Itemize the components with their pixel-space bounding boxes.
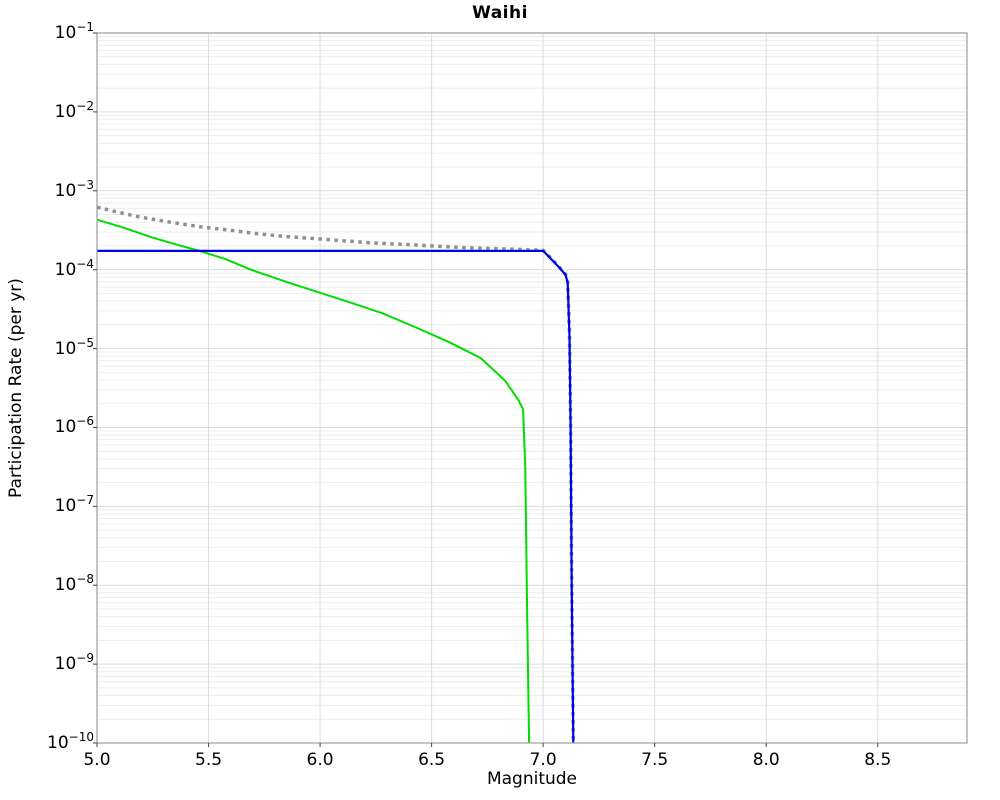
y-tick-label: 10−2 [54, 98, 94, 122]
y-tick-label: 10−5 [54, 335, 94, 359]
x-tick-label: 5.0 [83, 750, 111, 770]
x-tick-label: 6.5 [418, 750, 446, 770]
chart-title: Waihi [472, 3, 528, 23]
y-tick-label: 10−7 [54, 493, 94, 517]
y-tick-label: 10−1 [54, 20, 94, 43]
y-tick-label: 10−6 [54, 414, 94, 438]
x-tick-label: 8.5 [864, 750, 892, 770]
x-axis-label: Magnitude [486, 769, 578, 789]
y-tick-label: 10−10 [47, 730, 94, 753]
x-tick-label: 7.5 [641, 750, 669, 770]
plot-frame [96, 32, 968, 744]
x-tick-label: 8.0 [752, 750, 780, 770]
x-tick-label: 6.0 [306, 750, 334, 770]
y-tick-label: 10−8 [54, 572, 94, 596]
x-tick-label: 7.0 [529, 750, 557, 770]
y-tick-label: 10−9 [54, 651, 94, 675]
x-tick-label: 5.5 [195, 750, 223, 770]
series-blue-solid-line [97, 249, 575, 744]
y-tick-label: 10−4 [54, 256, 94, 280]
y-axis-label: Participation Rate (per yr) [6, 278, 26, 498]
y-tick-label: 10−3 [54, 177, 94, 201]
series-green-solid-line [96, 218, 531, 744]
plot-background [97, 33, 967, 743]
